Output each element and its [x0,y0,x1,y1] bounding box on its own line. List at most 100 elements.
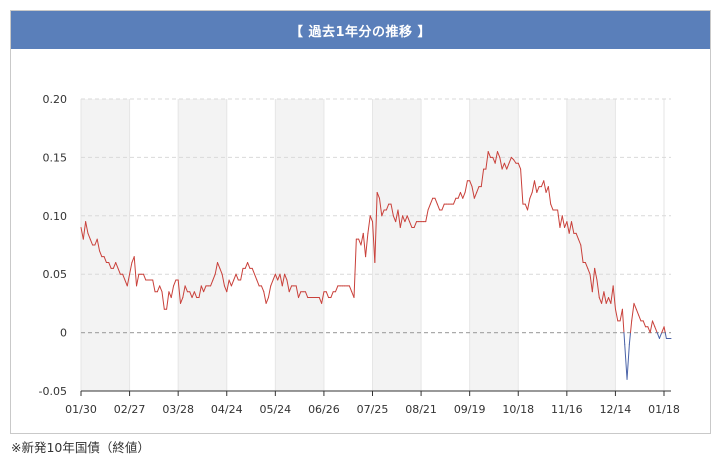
series-segment [436,203,441,211]
series-segment [82,221,87,240]
series-segment [217,262,221,269]
series-segment [179,297,184,304]
line-chart: 0.20 0.15 0.10 0.05 0 -0.05 01/30 02/27 03/28 04… [39,93,680,416]
series-segment [96,238,101,252]
series-segment [647,326,651,334]
series-segment [402,215,406,223]
series-segment [374,191,378,264]
series-segment [126,273,131,287]
series-segment [286,279,290,293]
x-tick-label: 10/18 [502,403,534,416]
series-segment [219,267,223,275]
series-segment [508,156,512,164]
series-segment [353,238,357,299]
series-segment [228,279,232,287]
series-segment [624,343,628,380]
series-segment [425,209,429,223]
x-tick-label: 05/24 [259,403,291,416]
series-segment [168,291,172,299]
series-segment [288,285,293,293]
series-segment [545,186,549,193]
series-segment [496,151,501,158]
series-segment [103,256,107,264]
series-segment [571,221,575,234]
series-segment [594,267,598,281]
series-segment [304,291,309,299]
series-segment [85,221,89,234]
series-segment [87,232,91,240]
series-segment [564,221,568,228]
series-segment [115,262,119,269]
band [81,99,130,391]
series-segment [108,262,112,269]
series-segment [221,273,225,287]
series-segment [133,256,138,287]
x-tick-label: 02/27 [114,403,146,416]
series-segment [596,279,600,299]
series-segment [270,279,274,287]
series-segment [136,273,140,287]
series-segment [381,209,385,217]
series-segment [603,291,607,304]
series-segment [457,191,461,199]
series-segment [664,332,667,339]
series-segment [487,151,492,158]
series-segment [587,267,591,275]
series-segment [335,285,339,293]
series-segment [279,273,283,287]
series-segment [536,186,540,193]
series-segment [348,285,353,293]
series-segment [631,302,635,322]
chart-panel: 【 過去1年分の推移 】 0.20 0.15 0.10 0.05 0 -0.05 01/3… [10,10,711,434]
series-segment [89,238,94,246]
y-axis-tick-labels: 0.20 0.15 0.10 0.05 0 -0.05 [39,93,67,398]
series-segment [182,285,186,299]
series-segment [638,314,642,322]
series-segment [254,273,258,281]
series-segment [658,332,663,339]
series-segment [376,191,380,199]
series-segment [94,238,98,246]
band [566,99,616,391]
x-axis: 01/30 02/27 03/28 04/24 05/24 06/26 07/25 08/21… [65,390,680,416]
series-segment [230,279,235,287]
series-segment [580,244,584,264]
series-segment [656,332,660,339]
series-segment [499,156,503,170]
band [469,99,519,391]
series-segment [117,267,121,275]
series-segment [494,151,498,164]
x-tick-label: 06/26 [308,403,340,416]
series-segment [626,343,630,380]
series-segment [233,273,237,281]
y-tick-label: 0.15 [43,151,68,164]
series-segment [610,285,614,304]
alternating-bands [81,99,616,391]
series-segment [473,191,478,199]
series-segment [260,285,265,293]
series-segment [517,162,522,170]
series-segment [159,285,163,293]
series-segment [173,279,177,287]
series-segment [441,203,445,211]
series-segment [568,221,573,234]
series-segment [193,291,198,299]
series-segment [284,273,288,281]
series-segment [485,151,489,170]
series-segment [191,291,195,299]
x-tick-label: 08/21 [405,403,437,416]
series-segment [358,238,362,246]
series-segment [520,168,524,205]
series-segment [601,291,605,304]
y-tick-label: 0.20 [43,93,68,106]
footnote: ※新発10年国債（終値） [11,440,150,455]
series-segment [369,215,374,223]
series-segment [80,226,84,240]
series-segment [476,186,480,193]
x-tick-label: 11/16 [551,403,583,416]
x-tick-label: 07/25 [357,403,389,416]
series-segment [200,285,205,293]
series-segment [429,197,434,205]
series-segment [297,291,302,299]
series-segment [161,291,165,310]
